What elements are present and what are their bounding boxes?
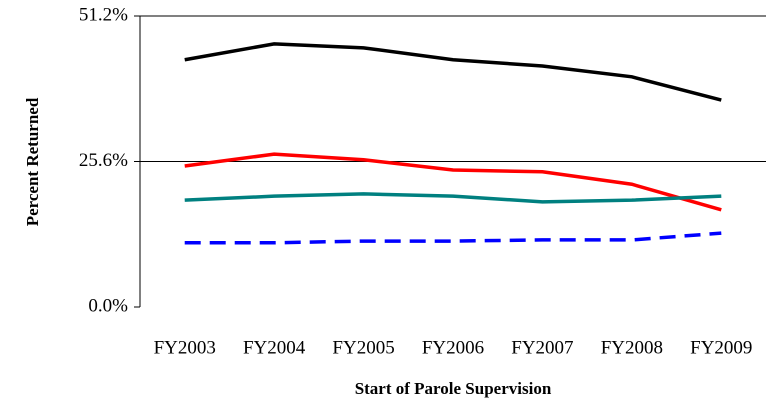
y-tick-label: 0.0% [88, 295, 128, 316]
series-line [184, 152, 722, 212]
x-tick-label: FY2009 [690, 337, 752, 358]
x-tick-label: FY2003 [154, 337, 216, 358]
x-tick-label: FY2007 [511, 337, 573, 358]
y-tick-label: 25.6% [79, 150, 128, 171]
x-tick-label: FY2005 [332, 337, 394, 358]
x-tick-label: FY2008 [601, 337, 663, 358]
series-line [184, 192, 722, 204]
y-tick-label: 51.2% [79, 4, 128, 25]
series-line [184, 42, 722, 102]
x-tick-label: FY2004 [243, 337, 306, 358]
y-axis-title: Percent Returned [23, 97, 42, 226]
series-line [184, 231, 722, 245]
x-axis-title: Start of Parole Supervision [355, 379, 552, 398]
x-tick-label: FY2006 [422, 337, 484, 358]
